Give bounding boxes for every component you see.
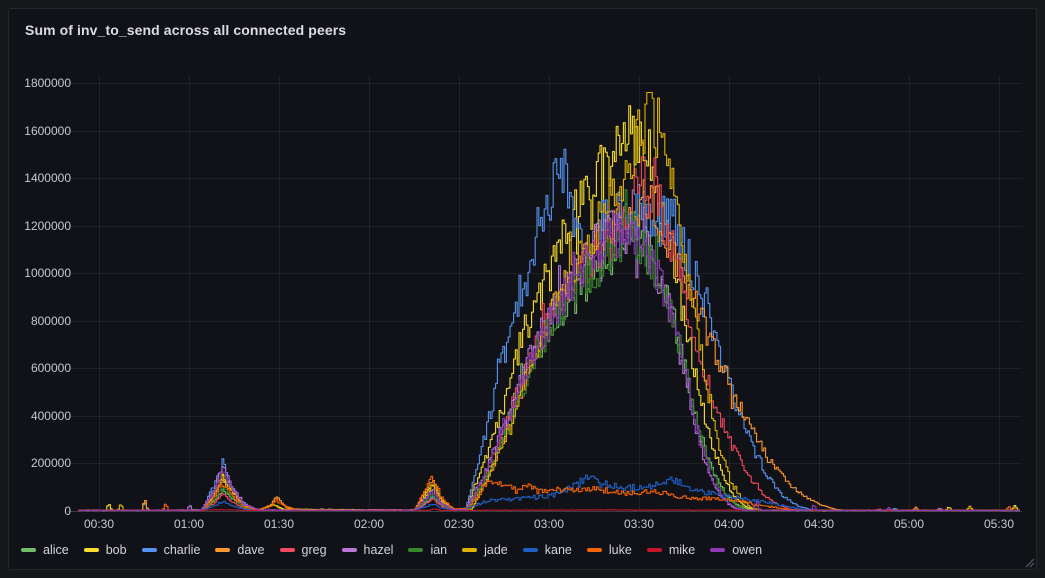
legend-label: greg (301, 543, 327, 557)
legend-item-greg[interactable]: greg (279, 543, 327, 557)
legend-swatch-icon (586, 548, 602, 552)
legend-label: ian (430, 543, 448, 557)
legend-swatch-icon (279, 548, 295, 552)
x-tick-05-00: 05:00 (893, 517, 925, 531)
legend-label: dave (237, 543, 265, 557)
x-tick-01-00: 01:00 (173, 517, 205, 531)
legend-item-owen[interactable]: owen (710, 543, 762, 557)
legend-label: bob (105, 543, 127, 557)
x-tick-04-00: 04:00 (713, 517, 745, 531)
x-tick-04-30: 04:30 (803, 517, 835, 531)
y-tick-600000: 600000 (30, 361, 71, 376)
legend-label: hazel (363, 543, 394, 557)
legend-swatch-icon (141, 548, 157, 552)
legend-label: mike (668, 543, 696, 557)
y-tick-200000: 200000 (30, 456, 71, 471)
legend-swatch-icon (83, 548, 99, 552)
legend-label: alice (43, 543, 69, 557)
legend-swatch-icon (462, 548, 478, 552)
legend-item-dave[interactable]: dave (215, 543, 265, 557)
y-tick-1400000: 1400000 (24, 171, 71, 186)
timeseries-panel: Sum of inv_to_send across all connected … (8, 8, 1038, 571)
legend-item-kane[interactable]: kane (522, 543, 572, 557)
y-tick-1200000: 1200000 (24, 218, 71, 233)
x-tick-03-00: 03:00 (533, 517, 565, 531)
x-tick-00-30: 00:30 (83, 517, 115, 531)
legend-label: charlie (163, 543, 201, 557)
legend-swatch-icon (522, 548, 538, 552)
x-tick-01-30: 01:30 (263, 517, 295, 531)
legend-item-luke[interactable]: luke (586, 543, 632, 557)
x-tick-05-30: 05:30 (983, 517, 1015, 531)
legend-item-alice[interactable]: alice (21, 543, 69, 557)
legend-label: owen (732, 543, 763, 557)
x-tick-03-30: 03:30 (623, 517, 655, 531)
y-tick-1000000: 1000000 (24, 266, 71, 281)
legend-item-mike[interactable]: mike (646, 543, 696, 557)
legend-item-charlie[interactable]: charlie (141, 543, 201, 557)
y-tick-800000: 800000 (30, 313, 71, 328)
legend-item-jade[interactable]: jade (462, 543, 508, 557)
x-tick-02-00: 02:00 (353, 517, 385, 531)
legend-swatch-icon (710, 548, 726, 552)
plot-area[interactable] (9, 9, 1038, 571)
legend-swatch-icon (215, 548, 231, 552)
legend-item-bob[interactable]: bob (83, 543, 127, 557)
legend-swatch-icon (341, 548, 357, 552)
x-tick-02-30: 02:30 (443, 517, 475, 531)
legend-label: jade (484, 543, 508, 557)
y-tick-0: 0 (64, 504, 71, 518)
y-tick-400000: 400000 (30, 408, 71, 423)
legend-item-hazel[interactable]: hazel (341, 543, 394, 557)
legend-swatch-icon (21, 548, 36, 552)
legend-label: kane (544, 543, 572, 557)
legend-label: luke (608, 543, 632, 557)
legend-item-ian[interactable]: ian (408, 543, 447, 557)
legend-swatch-icon (408, 548, 424, 552)
y-tick-1800000: 1800000 (24, 76, 71, 90)
panel-resize-handle-icon[interactable] (1021, 554, 1035, 568)
legend: alice bob charlie dave greg hazel ian jade kane l… (21, 537, 1020, 563)
legend-swatch-icon (646, 548, 662, 552)
y-tick-1600000: 1600000 (24, 123, 71, 138)
